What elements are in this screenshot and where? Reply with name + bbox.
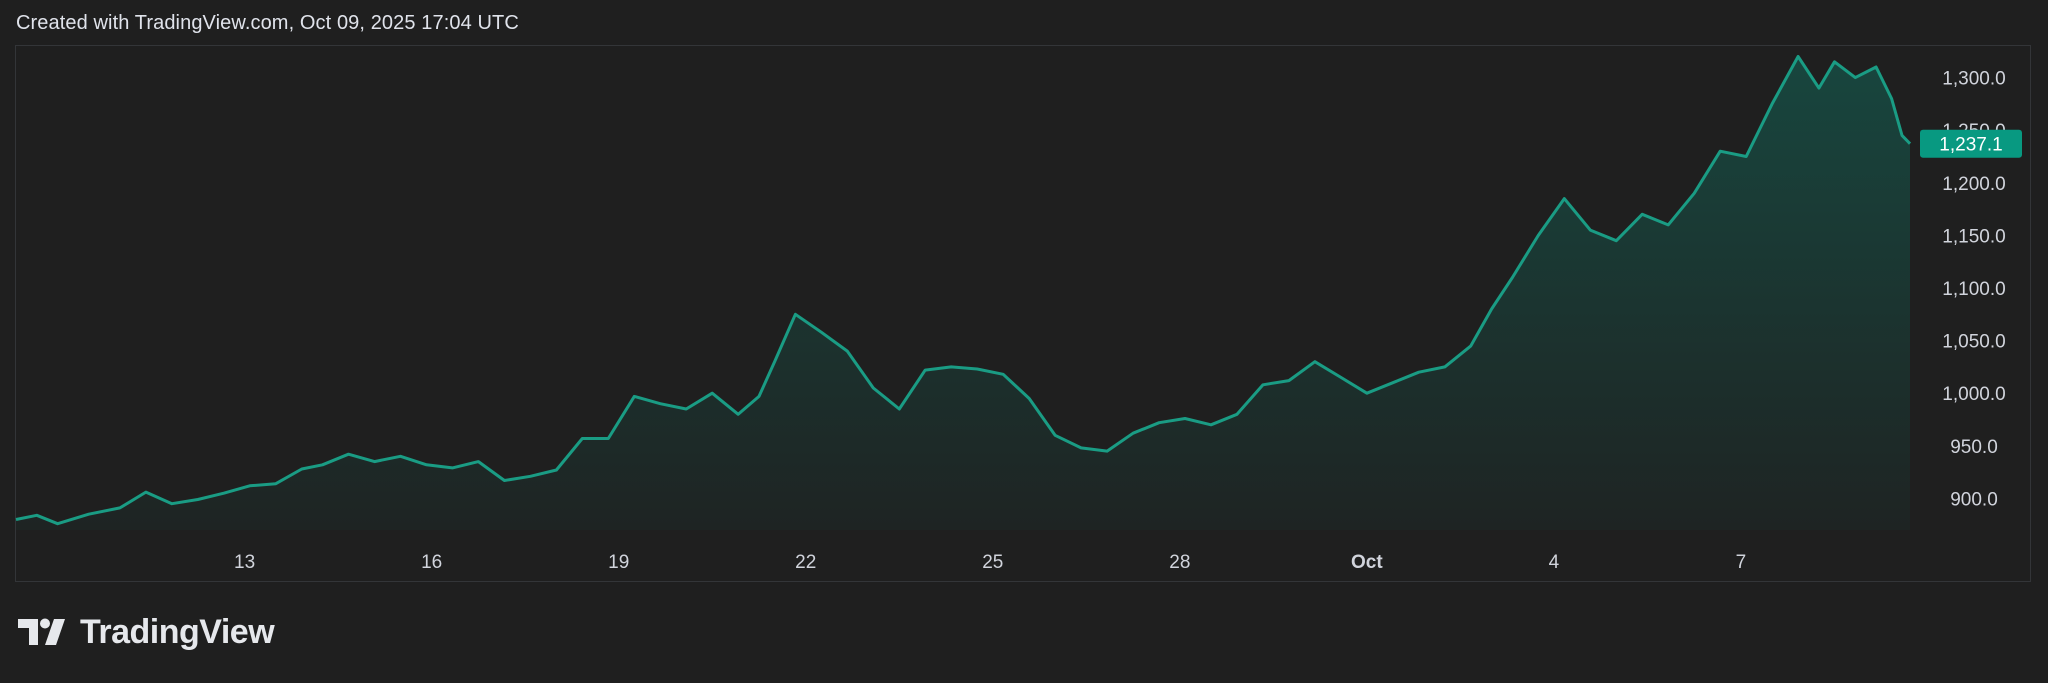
y-tick-label: 1,050.0 [1942,332,2005,353]
x-tick-label: 22 [795,552,816,573]
x-tick-label: 28 [1169,552,1190,573]
y-tick-label: 1,000.0 [1942,384,2005,405]
x-tick-label: 7 [1736,552,1747,573]
price-series-line [15,55,1912,526]
x-tick-label: 16 [421,552,442,573]
y-tick-label: 1,100.0 [1942,279,2005,300]
tradingview-logo[interactable]: TradingView [18,612,275,652]
y-tick-label: 1,150.0 [1942,226,2005,247]
chart-caption: Created with TradingView.com, Oct 09, 20… [16,12,519,34]
x-tick-label: 25 [982,552,1003,573]
chart-frame [15,45,2031,582]
tradingview-logo-icon [18,618,65,645]
x-tick-label: 19 [608,552,629,573]
price-area-fill [16,56,1910,530]
y-tick-label: 1,300.0 [1942,69,2005,90]
last-price-label: 1,237.1 [1939,135,2002,156]
x-tick-label: 4 [1549,552,1560,573]
x-tick-label: Oct [1351,552,1383,573]
y-tick-label: 900.0 [1950,489,1998,510]
y-tick-label: 1,200.0 [1942,174,2005,195]
x-tick-label: 13 [234,552,255,573]
brand-name: TradingView [80,612,275,651]
last-price-badge [1920,129,2022,158]
y-tick-label: 950.0 [1950,437,1998,458]
